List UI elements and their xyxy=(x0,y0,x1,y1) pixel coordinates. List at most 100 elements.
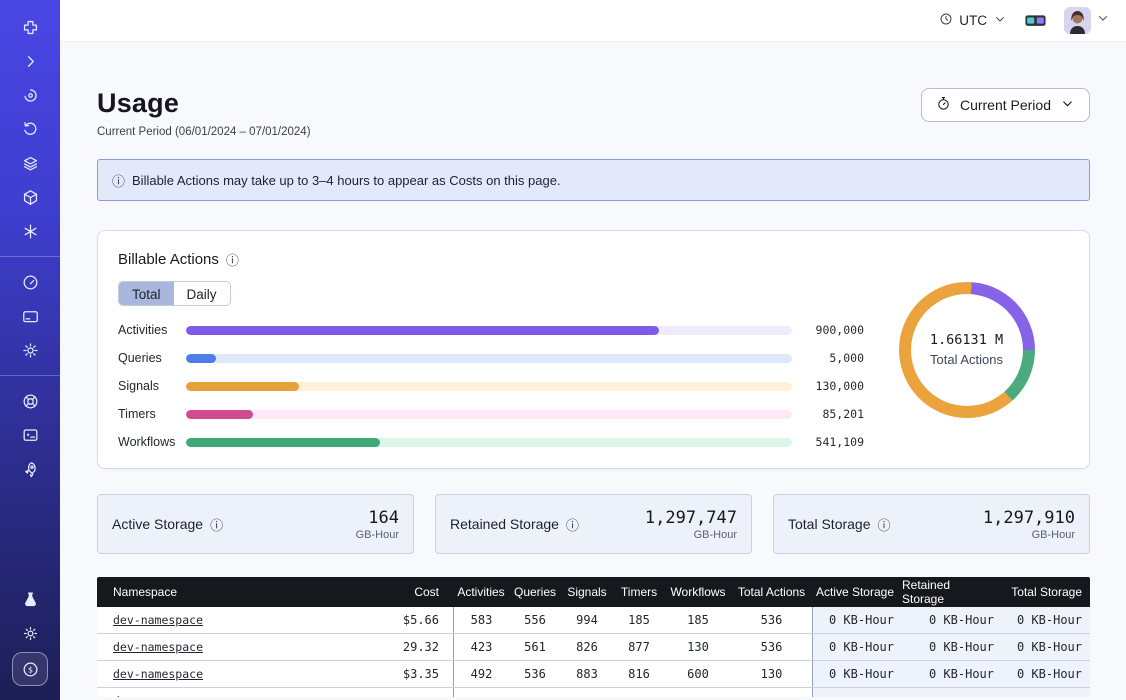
rocket-icon[interactable] xyxy=(13,454,47,484)
donut-total-value: 1.66131 M xyxy=(929,332,1004,348)
page-title: Usage xyxy=(97,88,180,118)
tab-daily[interactable]: Daily xyxy=(173,282,230,305)
namespace-link[interactable]: dev-namespace xyxy=(113,613,204,627)
cell-workflows: 600 xyxy=(687,667,709,681)
storage-card-value: 1,297,910 xyxy=(982,507,1075,528)
info-icon[interactable]: ⓘ xyxy=(877,517,891,533)
billable-tabs: Total Daily xyxy=(118,281,231,306)
billable-bar-chart: Activities 900,000 Queries 5,000 Signals… xyxy=(118,323,864,449)
billable-actions-card: Billable Actions ⓘ Total Daily Activitie… xyxy=(97,230,1090,469)
storage-card-label: Retained Storage xyxy=(450,516,559,532)
bar-value: 900,000 xyxy=(815,323,864,337)
cell-activities xyxy=(453,688,509,697)
cell-queries: 561 xyxy=(524,640,546,654)
cell-cost: 29.32 xyxy=(402,640,439,654)
labs-flask-icon[interactable] xyxy=(13,584,47,614)
cell-signals: 826 xyxy=(576,640,598,654)
chevron-right-icon[interactable] xyxy=(13,46,47,76)
info-icon[interactable]: ⓘ xyxy=(210,517,224,533)
bar-track xyxy=(186,409,792,419)
bar-track xyxy=(186,353,792,363)
namespace-link[interactable]: dev-namespace xyxy=(113,667,204,681)
main-area: UTC Usage xyxy=(60,0,1126,700)
column-header: Workflows xyxy=(670,585,726,599)
settings-gear-icon[interactable] xyxy=(13,335,47,365)
account-menu[interactable] xyxy=(1064,7,1110,34)
bar-label: Timers xyxy=(118,407,156,421)
active-storage-card: Active Storage ⓘ 164 GB-Hour xyxy=(97,494,414,554)
billable-actions-title: Billable Actions xyxy=(118,251,219,268)
nexus-asterisk-icon[interactable] xyxy=(13,216,47,246)
cell-workflows: 130 xyxy=(687,640,709,654)
docs-monitor-icon[interactable] xyxy=(13,420,47,450)
cell-cost: $3.35 xyxy=(402,667,439,681)
donut-chart: 1.66131 M Total Actions xyxy=(898,281,1035,418)
billing-card-icon[interactable] xyxy=(13,301,47,331)
cell-queries: 536 xyxy=(524,667,546,681)
cell-total-storage: 0 KB-Hour xyxy=(1002,634,1090,660)
column-header: Cost xyxy=(414,585,439,599)
info-icon[interactable]: ⓘ xyxy=(225,253,239,268)
cell-retained-storage: 0 KB-Hour xyxy=(902,634,1002,660)
bar-row-workflows: Workflows 541,109 xyxy=(118,435,864,449)
cell-timers: 185 xyxy=(628,613,650,627)
namespace-link[interactable]: dev-namespace xyxy=(113,640,204,654)
cell-queries xyxy=(509,688,561,697)
storage-card-unit: GB-Hour xyxy=(355,528,399,541)
chevron-down-icon xyxy=(993,12,1007,29)
support-lifebuoy-icon[interactable] xyxy=(13,386,47,416)
cell-total-storage: 0 KB-Hour xyxy=(1002,661,1090,687)
chevron-down-icon xyxy=(1096,11,1110,30)
bar-row-activities: Activities 900,000 xyxy=(118,323,864,337)
theme-sun-icon[interactable] xyxy=(13,618,47,648)
layers-icon[interactable] xyxy=(13,148,47,178)
package-icon[interactable] xyxy=(13,182,47,212)
bar-track xyxy=(186,437,792,447)
retained-storage-card: Retained Storage ⓘ 1,297,747 GB-Hour xyxy=(435,494,752,554)
3d-glasses-button[interactable] xyxy=(1025,14,1046,28)
bar-row-timers: Timers 85,201 xyxy=(118,407,864,421)
usage-gauge-icon[interactable] xyxy=(13,267,47,297)
temporal-logo-icon[interactable] xyxy=(13,12,47,42)
storage-card-value: 1,297,747 xyxy=(644,507,737,528)
info-icon: ⓘ xyxy=(112,173,126,189)
cell-signals: 883 xyxy=(576,667,598,681)
info-icon[interactable]: ⓘ xyxy=(565,517,579,533)
namespace-usage-table: Namespace Cost Activities Queries Signal… xyxy=(97,577,1090,697)
bar-fill xyxy=(186,353,217,363)
sidebar-divider xyxy=(0,256,60,257)
timezone-label: UTC xyxy=(959,13,987,28)
namespaces-icon[interactable] xyxy=(13,80,47,110)
bar-fill xyxy=(186,437,380,447)
bar-fill xyxy=(186,381,300,391)
clock-icon xyxy=(939,12,953,29)
bar-label: Queries xyxy=(118,351,162,365)
bar-value: 5,000 xyxy=(829,351,864,365)
cell-timers xyxy=(613,688,665,697)
bar-row-queries: Queries 5,000 xyxy=(118,351,864,365)
cell-activities: 492 xyxy=(453,661,509,687)
bar-fill xyxy=(186,409,253,419)
cell-total-storage: 0 KB-Hour xyxy=(1002,607,1090,633)
column-header: Signals xyxy=(567,585,607,599)
table-row-partial: dev-namespace xyxy=(97,688,1090,697)
period-dropdown-button[interactable]: Current Period xyxy=(920,88,1090,122)
history-icon[interactable] xyxy=(13,114,47,144)
tab-total[interactable]: Total xyxy=(119,282,174,305)
cell-signals xyxy=(561,688,613,697)
3d-glasses-icon xyxy=(1025,14,1046,26)
chevron-down-icon xyxy=(1060,96,1075,114)
cell-active-storage xyxy=(812,688,902,697)
cell-activities: 583 xyxy=(453,607,509,633)
donut-total-label: Total Actions xyxy=(930,352,1003,367)
bar-fill xyxy=(186,325,659,335)
column-header: Activities xyxy=(457,585,505,599)
column-header: Total Storage xyxy=(1011,585,1082,599)
column-header: Active Storage xyxy=(815,585,894,599)
usage-dollar-icon[interactable]: $ xyxy=(12,652,48,686)
cell-retained-storage xyxy=(902,688,1002,697)
timezone-selector[interactable]: UTC xyxy=(939,12,1007,29)
storage-card-unit: GB-Hour xyxy=(1031,528,1075,541)
namespace-link[interactable]: dev-namespace xyxy=(113,694,203,697)
cell-total-actions: 536 xyxy=(760,640,783,654)
